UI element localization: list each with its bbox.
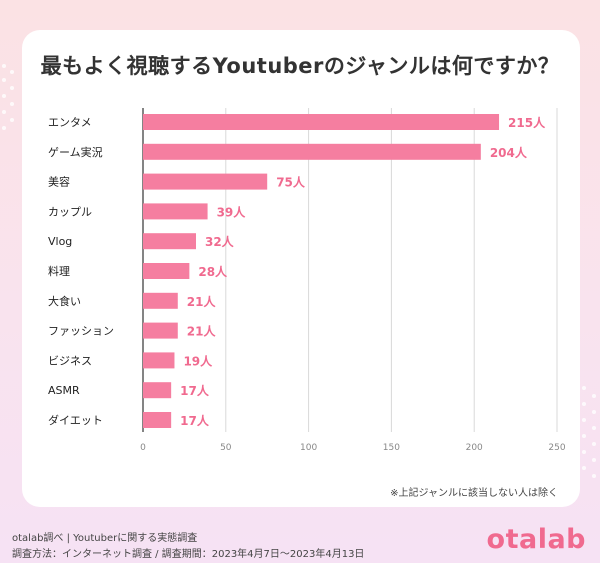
data-label: 21人 bbox=[187, 294, 217, 309]
category-label: ビジネス bbox=[48, 354, 92, 367]
data-label: 17人 bbox=[180, 383, 210, 398]
bar bbox=[143, 143, 481, 160]
category-label: 料理 bbox=[48, 264, 70, 278]
category-label: カップル bbox=[48, 205, 92, 218]
bar bbox=[143, 292, 178, 309]
bar bbox=[143, 412, 172, 428]
bar bbox=[143, 322, 178, 339]
decorative-dots-right bbox=[582, 386, 596, 478]
x-tick-label: 0 bbox=[140, 443, 146, 453]
data-label: 215人 bbox=[508, 115, 546, 130]
chart-card bbox=[22, 30, 580, 507]
x-tick-label: 50 bbox=[220, 443, 232, 453]
data-label: 19人 bbox=[183, 353, 213, 368]
bar bbox=[143, 114, 500, 130]
bar bbox=[143, 233, 196, 250]
data-label: 17人 bbox=[180, 413, 210, 428]
data-label: 32人 bbox=[205, 234, 235, 249]
bar bbox=[143, 203, 208, 220]
category-label: Vlog bbox=[48, 235, 72, 248]
category-label: エンタメ bbox=[48, 116, 92, 129]
otalab-logo: otalab bbox=[486, 524, 586, 555]
bar bbox=[143, 382, 172, 399]
category-label: 美容 bbox=[48, 175, 70, 189]
chart-title: 最もよく視聴するYoutuberのジャンルは何ですか？ bbox=[40, 54, 560, 78]
x-tick-label: 250 bbox=[548, 443, 565, 453]
category-label: ダイエット bbox=[48, 413, 103, 427]
data-label: 39人 bbox=[217, 204, 247, 219]
bar bbox=[143, 263, 190, 279]
category-label: ファッション bbox=[48, 325, 114, 338]
data-label: 21人 bbox=[187, 324, 217, 339]
category-label: ASMR bbox=[48, 384, 80, 397]
data-label: 75人 bbox=[276, 175, 306, 190]
survey-source: otalab調べ | Youtuberに関する実態調査 bbox=[12, 533, 198, 544]
bar bbox=[143, 173, 268, 190]
x-tick-label: 150 bbox=[383, 443, 400, 453]
x-tick-label: 100 bbox=[300, 443, 317, 453]
survey-method: 調査方法：インターネット調査 / 調査期間：2023年4月7日〜2023年4月1… bbox=[12, 549, 365, 560]
data-label: 28人 bbox=[198, 264, 228, 279]
x-tick-label: 200 bbox=[466, 443, 483, 453]
decorative-dots-left bbox=[2, 64, 14, 130]
category-label: ゲーム実況 bbox=[48, 145, 103, 159]
bar bbox=[143, 352, 175, 369]
category-label: 大食い bbox=[48, 294, 81, 308]
exclusion-note: ※上記ジャンルに該当しない人は除く bbox=[390, 488, 558, 499]
data-label: 204人 bbox=[490, 145, 528, 160]
